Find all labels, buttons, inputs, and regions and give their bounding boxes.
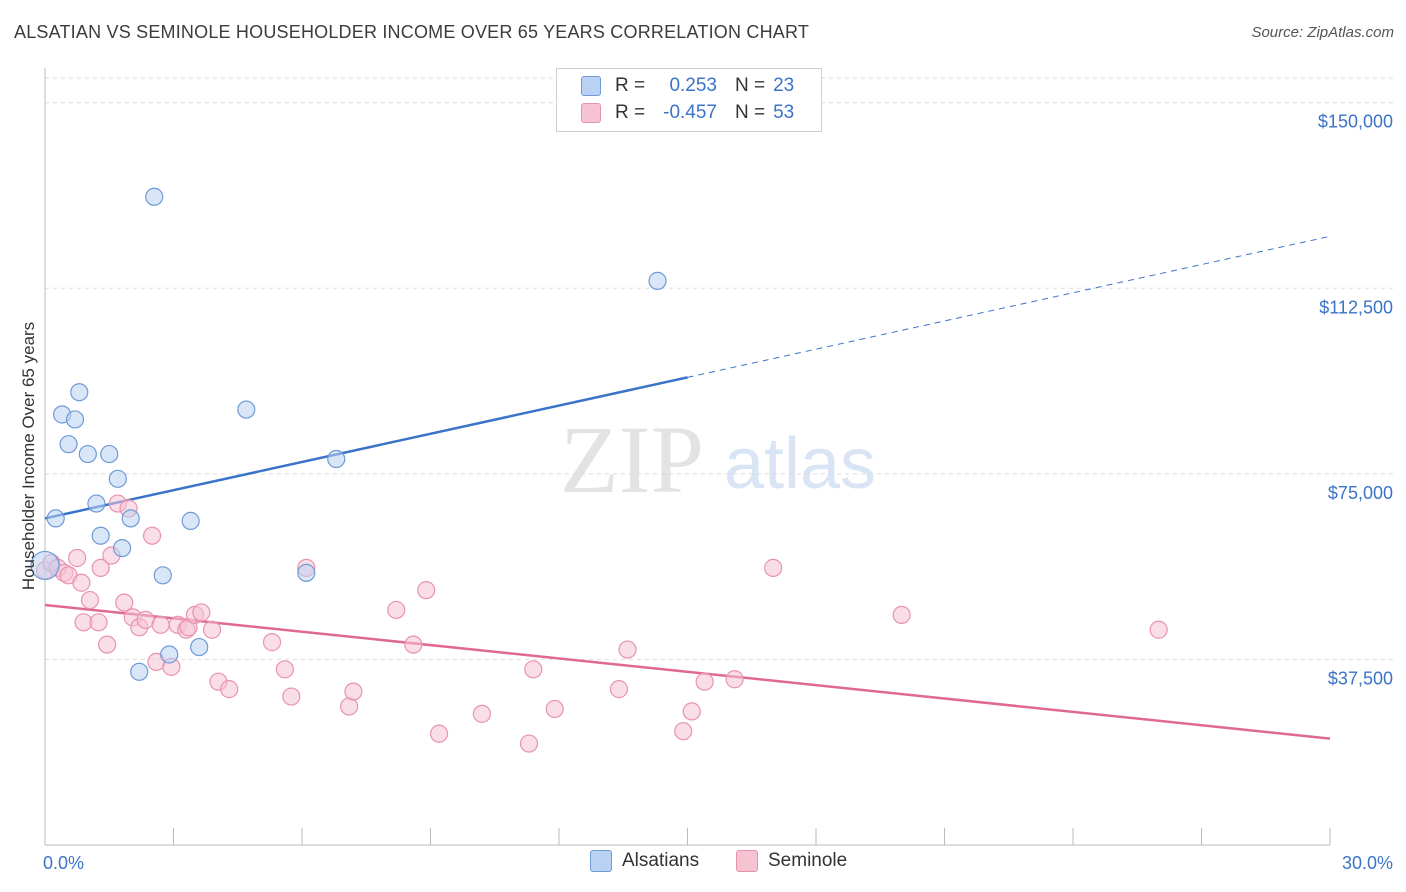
alsatians-point xyxy=(145,187,164,206)
chart-title: ALSATIAN VS SEMINOLE HOUSEHOLDER INCOME … xyxy=(14,22,810,42)
seminole-point xyxy=(72,573,91,592)
alsatians-point xyxy=(87,494,106,513)
alsatians-trend-line xyxy=(44,376,688,520)
alsatians-point xyxy=(100,444,119,464)
legend-n-label: N = xyxy=(735,102,766,123)
legend-item-seminole[interactable]: Seminole xyxy=(736,850,847,872)
legend-n-value: 23 xyxy=(773,75,795,96)
legend-r-value: -0.457 xyxy=(663,102,717,123)
x-tick-label: 0.0% xyxy=(43,853,84,873)
seminole-point xyxy=(618,640,637,659)
seminole-point xyxy=(91,558,110,577)
alsatians-point xyxy=(130,662,149,681)
alsatians-point xyxy=(190,637,209,657)
alsatians-point xyxy=(59,435,78,454)
legend-item-alsatians[interactable]: Alsatians xyxy=(590,850,699,872)
seminole-point xyxy=(89,613,108,632)
x-tick-labels: 0.0% 30.0% xyxy=(43,853,1393,873)
axes xyxy=(44,68,1331,846)
seminole-point xyxy=(725,670,744,689)
y-tick-labels: $37,500 $75,000 $112,500 $150,000 xyxy=(1318,112,1393,689)
seminole-point xyxy=(429,724,449,743)
legend-label-alsatians: Alsatians xyxy=(622,850,700,871)
legend-r-label: R = xyxy=(615,75,646,96)
seminole-point xyxy=(80,590,100,610)
seminole-point xyxy=(519,734,539,753)
alsatians-point xyxy=(237,400,256,419)
alsatians-point xyxy=(121,509,140,528)
seminole-point xyxy=(892,605,911,625)
seminole-point xyxy=(674,722,693,741)
seminole-point xyxy=(609,680,629,699)
x-tick-label: 30.0% xyxy=(1342,853,1393,873)
seminole-point xyxy=(472,704,491,723)
alsatians-point xyxy=(65,410,85,429)
seminole-point xyxy=(695,672,714,691)
y-tick-label: $112,500 xyxy=(1319,297,1393,317)
correlation-legend: R = 0.253 N = 23 R = -0.457 N = 53 xyxy=(556,68,822,132)
legend-label-seminole: Seminole xyxy=(768,850,848,871)
trend-lines xyxy=(44,235,1331,740)
seminole-trend-line xyxy=(44,603,1331,740)
seminole-point xyxy=(262,633,282,652)
seminole-point xyxy=(68,548,87,568)
seminole-point xyxy=(202,620,222,639)
legend-row-seminole: R = -0.457 N = 53 xyxy=(581,100,794,126)
y-tick-label: $75,000 xyxy=(1328,483,1393,503)
seminole-point xyxy=(404,635,423,654)
watermark-atlas: atlas xyxy=(724,424,876,504)
alsatians-point xyxy=(112,538,132,558)
y-tick-label: $150,000 xyxy=(1318,112,1393,132)
seminole-point xyxy=(282,687,301,706)
seminole-point xyxy=(115,593,134,612)
legend-swatch-blue xyxy=(581,76,601,96)
alsatians-point xyxy=(297,563,316,582)
series-legend: Alsatians Seminole xyxy=(0,850,1406,878)
seminole-point xyxy=(1149,620,1168,639)
seminole-point xyxy=(192,603,211,622)
legend-swatch-alsatians xyxy=(590,850,612,872)
seminole-point xyxy=(344,682,363,701)
seminole-point xyxy=(524,660,543,679)
seminole-point xyxy=(98,635,117,654)
legend-n-label: N = xyxy=(735,75,766,96)
alsatians-point xyxy=(91,526,110,545)
alsatians-point xyxy=(30,550,60,581)
alsatians-point xyxy=(78,444,97,464)
seminole-point xyxy=(142,526,162,545)
legend-row-alsatians: R = 0.253 N = 23 xyxy=(581,73,794,99)
y-tick-label: $37,500 xyxy=(1328,668,1393,688)
alsatians-point xyxy=(181,511,200,530)
seminole-point xyxy=(387,600,406,620)
alsatians-point xyxy=(648,271,667,290)
seminole-point xyxy=(682,702,701,721)
alsatians-trend-extension xyxy=(687,235,1331,378)
seminole-point xyxy=(151,615,170,634)
legend-r-value: 0.253 xyxy=(669,75,717,96)
legend-n-value: 53 xyxy=(773,102,795,123)
alsatians-point xyxy=(70,383,89,402)
alsatians-point xyxy=(327,449,346,469)
legend-swatch-seminole xyxy=(736,850,758,872)
watermark-zip: ZIP xyxy=(560,406,704,513)
alsatians-point xyxy=(160,645,179,664)
seminole-point xyxy=(220,680,239,699)
seminole-point xyxy=(764,558,783,577)
y-axis-label: Householder Income Over 65 years xyxy=(19,322,38,590)
alsatians-point xyxy=(108,469,127,488)
seminole-point xyxy=(275,660,294,679)
legend-r-label: R = xyxy=(615,102,646,123)
seminole-point xyxy=(417,581,436,600)
source-label: Source: ZipAtlas.com xyxy=(1251,24,1394,41)
alsatians-point xyxy=(46,509,65,528)
seminole-point xyxy=(545,699,564,719)
seminole-points xyxy=(35,494,1168,753)
alsatians-points xyxy=(30,187,667,681)
alsatians-point xyxy=(153,566,172,585)
grid-lines xyxy=(45,77,1395,660)
legend-swatch-pink xyxy=(581,103,601,123)
